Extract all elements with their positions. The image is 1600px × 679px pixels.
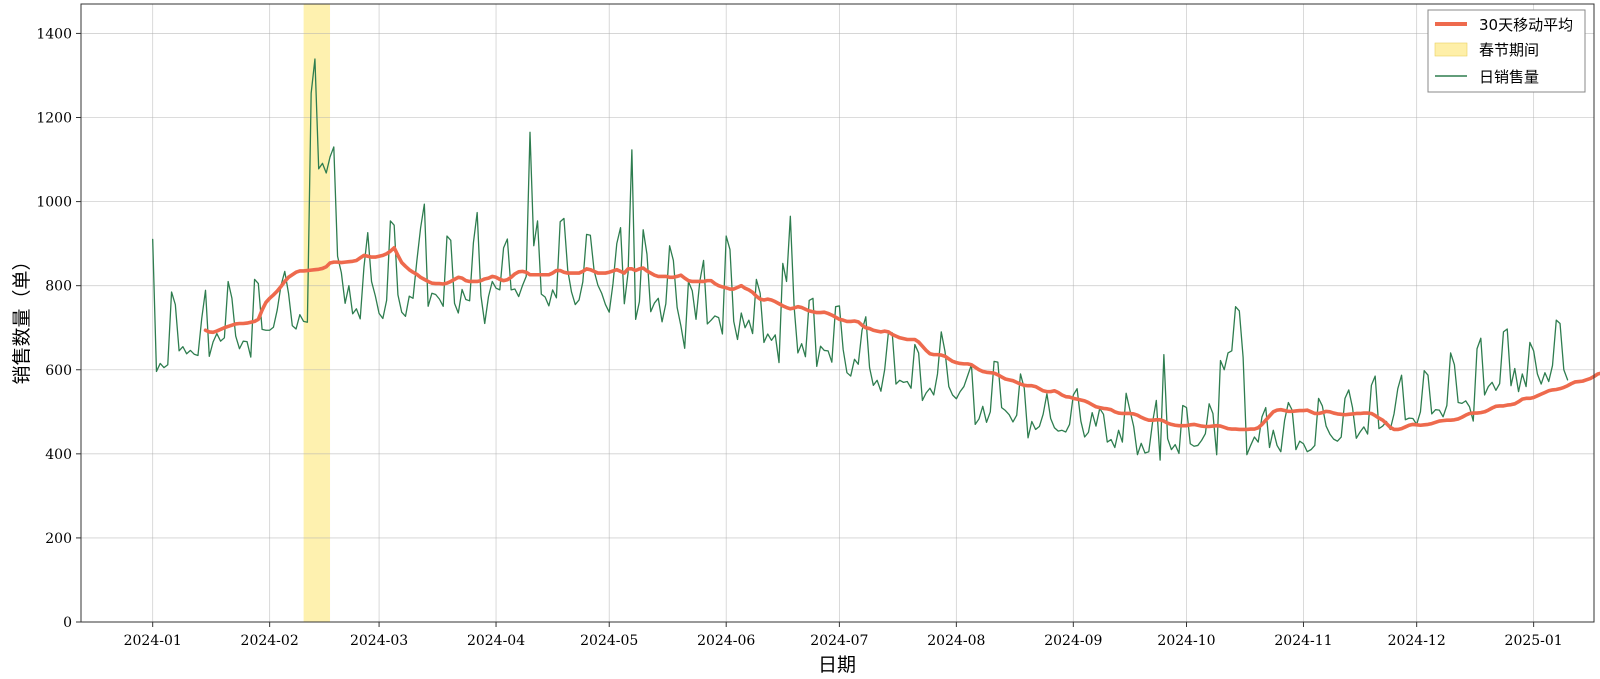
daily-sales-line: [152, 58, 1569, 461]
x-tick-label: 2024-04: [467, 633, 525, 649]
y-tick-label: 400: [45, 447, 72, 463]
series-layer: [152, 58, 1600, 461]
x-tick-label: 2024-06: [697, 633, 755, 649]
x-axis-title: 日期: [818, 654, 856, 676]
x-tick-label: 2024-12: [1388, 633, 1446, 649]
x-tick-label: 2024-07: [810, 633, 868, 649]
y-tick-label: 1400: [36, 26, 72, 42]
y-tick-label: 1200: [36, 111, 72, 127]
moving-average-line: [203, 246, 1600, 432]
x-tick-label: 2024-09: [1044, 633, 1102, 649]
legend-label-daily-sales: 日销售量: [1479, 68, 1539, 86]
x-tick-label: 2024-05: [580, 633, 638, 649]
x-tick-label: 2024-11: [1274, 633, 1332, 649]
x-tick-label: 2024-03: [350, 633, 408, 649]
x-tick-label: 2024-10: [1157, 633, 1215, 649]
x-tick-label: 2025-01: [1505, 633, 1563, 649]
y-axis-title: 销售数量（单）: [11, 251, 33, 384]
tick-layer: 2024-01 2024-02 2024-03 2024-04 2024-05 2024-…: [36, 26, 1562, 649]
y-tick-label: 200: [45, 531, 72, 547]
x-tick-label: 2024-02: [241, 633, 299, 649]
plot-frame: [80, 3, 1595, 623]
legend-swatch-spring-festival: [1434, 42, 1468, 57]
legend-label-moving-average: 30天移动平均: [1479, 16, 1573, 34]
y-tick-label: 600: [45, 363, 72, 379]
y-tick-label: 1000: [36, 195, 72, 211]
x-tick-label: 2024-01: [124, 633, 182, 649]
legend: 30天移动平均 春节期间 日销售量: [1427, 9, 1586, 93]
y-tick-label: 800: [45, 279, 72, 295]
y-tick-label: 0: [63, 615, 72, 631]
x-tick-label: 2024-08: [927, 633, 985, 649]
legend-label-spring-festival: 春节期间: [1479, 41, 1539, 59]
